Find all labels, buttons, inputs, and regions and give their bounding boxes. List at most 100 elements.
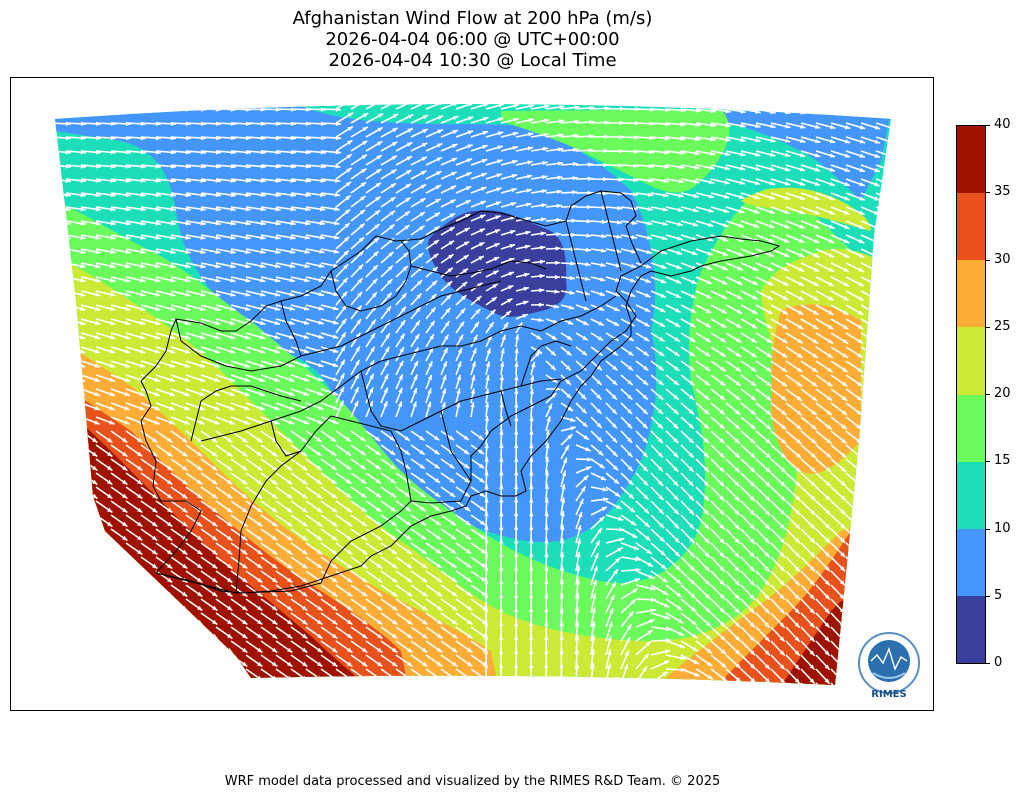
wind-arrowhead: [501, 334, 506, 341]
wind-arrowhead: [690, 294, 697, 299]
wind-arrow: [890, 360, 891, 373]
wind-arrowhead: [567, 320, 574, 325]
wind-arrowhead: [317, 619, 323, 625]
wind-arrowhead: [154, 391, 160, 397]
wind-arrow: [470, 682, 488, 685]
wind-arrowhead: [463, 449, 470, 455]
wind-arrowhead: [442, 374, 447, 381]
wind-arrowhead: [643, 653, 649, 659]
wind-arrowhead: [784, 209, 790, 215]
wind-arrowhead: [445, 307, 451, 314]
wind-arrowhead: [185, 278, 191, 283]
wind-arrow: [65, 514, 83, 528]
wind-arrowhead: [184, 377, 190, 382]
wind-arrowhead: [596, 394, 602, 400]
wind-arrowhead: [799, 224, 805, 229]
wind-arrowhead: [513, 470, 519, 476]
wind-arrowhead: [905, 140, 910, 144]
wind-arrowhead: [200, 249, 206, 254]
wind-arrowhead: [465, 548, 472, 554]
wind-arrowhead: [421, 156, 427, 162]
wind-arrowhead: [122, 493, 128, 499]
wind-arrowhead: [137, 437, 143, 443]
wind-arrowhead: [578, 511, 583, 518]
wind-arrowhead: [77, 437, 83, 443]
wind-arrowhead: [902, 353, 907, 358]
wind-arrowhead: [92, 619, 98, 625]
wind-arrow: [890, 542, 891, 558]
wind-arrowhead: [764, 580, 770, 586]
wind-arrow: [890, 570, 891, 586]
wind-arrowhead: [810, 692, 815, 697]
wind-arrowhead: [167, 451, 173, 457]
wind-arrowhead: [676, 592, 682, 598]
wind-arrowhead: [513, 524, 519, 530]
wind-arrowhead: [230, 249, 236, 254]
wind-arrowhead: [289, 306, 295, 311]
wind-arrowhead: [422, 647, 428, 653]
wind-arrowhead: [628, 493, 634, 499]
wind-arrowhead: [527, 160, 533, 165]
wind-arrowhead: [543, 132, 549, 138]
wind-arrowhead: [274, 420, 280, 425]
wind-arrowhead: [597, 436, 603, 442]
wind-arrowhead: [499, 524, 504, 530]
wind-arrowhead: [587, 190, 593, 196]
wind-arrowhead: [451, 171, 457, 176]
wind-arrowhead: [182, 661, 188, 667]
wind-arrowhead: [615, 248, 622, 254]
wind-arrowhead: [659, 523, 665, 529]
wind-arrowhead: [434, 478, 441, 483]
wind-arrowhead: [856, 395, 863, 401]
wind-arrowhead: [416, 280, 423, 286]
wind-arrowhead: [229, 335, 236, 340]
wind-arrowhead: [586, 219, 592, 224]
wind-arrowhead: [824, 664, 830, 670]
wind-arrowhead: [244, 306, 251, 311]
wind-arrowhead: [347, 563, 353, 569]
wind-arrowhead: [691, 250, 698, 256]
wind-arrowhead: [886, 424, 891, 430]
wind-arrowhead: [429, 320, 435, 327]
wind-arrowhead: [463, 435, 469, 440]
wind-arrowhead: [287, 563, 293, 569]
wind-arrowhead: [152, 507, 158, 513]
wind-arrowhead: [780, 495, 786, 501]
wind-arrowhead: [644, 307, 651, 312]
wind-arrowhead: [399, 347, 404, 353]
wind-arrowhead: [598, 306, 605, 311]
wind-arrowhead: [843, 310, 849, 315]
wind-arrowhead: [859, 167, 865, 172]
wind-arrowhead: [599, 516, 605, 522]
wind-arrowhead: [542, 160, 548, 166]
wind-arrow: [55, 556, 68, 570]
wind-arrowhead: [888, 267, 891, 272]
wind-arrowhead: [644, 522, 650, 528]
wind-arrowhead: [884, 608, 890, 614]
wind-arrowhead: [544, 593, 549, 599]
wind-arrowhead: [107, 549, 113, 555]
wind-arrowhead: [645, 293, 651, 298]
wind-arrowhead: [229, 377, 235, 382]
wind-arrowhead: [707, 674, 714, 680]
wind-arrowhead: [584, 276, 591, 281]
wind-arrowhead: [230, 221, 236, 226]
wind-arrow: [800, 682, 816, 685]
wind-arrowhead: [529, 538, 534, 544]
wind-arrowhead: [750, 381, 757, 386]
wind-arrowhead: [524, 244, 531, 250]
wind-arrow: [455, 682, 473, 685]
wind-arrowhead: [107, 493, 113, 499]
wind-arrowhead: [735, 636, 741, 642]
wind-arrowhead: [155, 206, 161, 212]
wind-arrowhead: [227, 661, 233, 667]
wind-arrowhead: [499, 375, 505, 381]
wind-arrowhead: [197, 465, 203, 471]
wind-arrowhead: [734, 495, 740, 501]
wind-arrowhead: [392, 690, 397, 695]
wind-arrowhead: [481, 172, 487, 178]
wind-arrowhead: [200, 206, 206, 212]
wind-arrowhead: [499, 511, 504, 517]
wind-arrowhead: [825, 692, 830, 697]
wind-arrowhead: [152, 633, 158, 639]
